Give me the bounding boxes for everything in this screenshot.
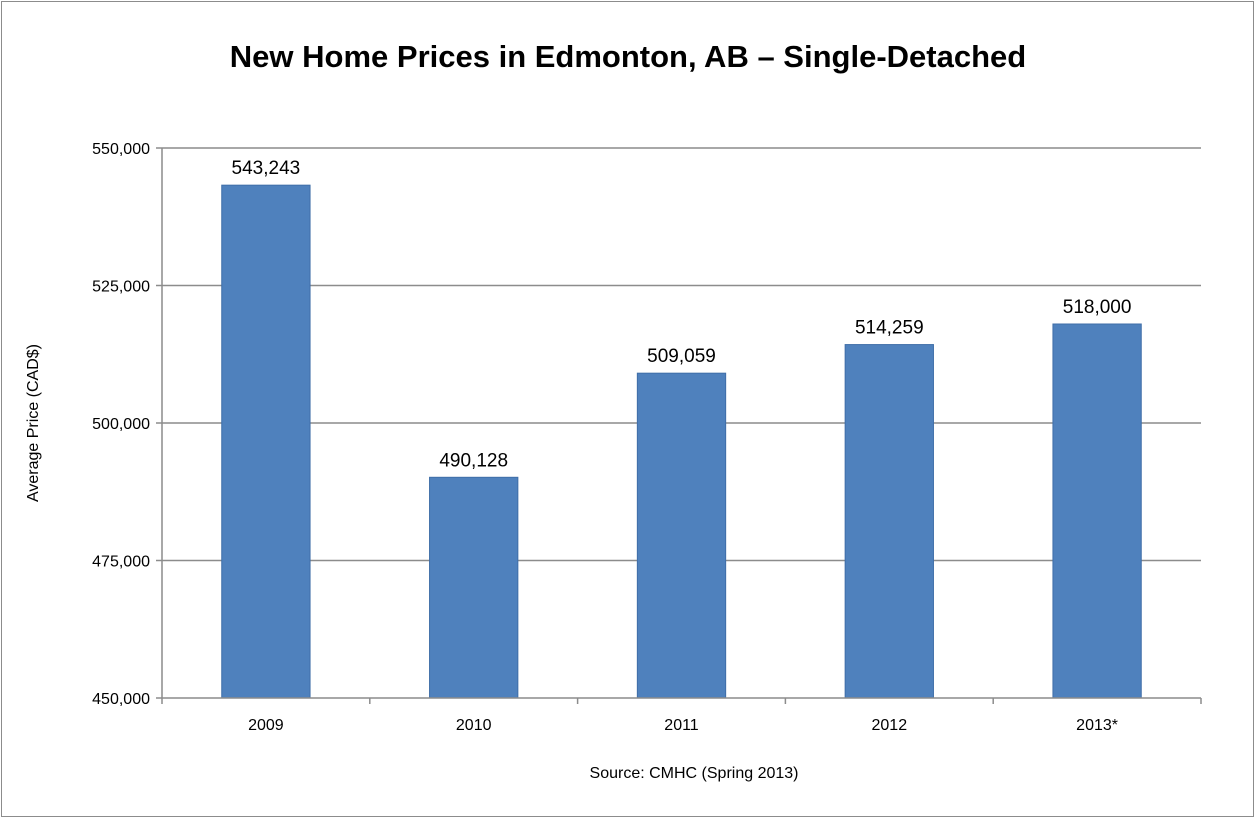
labels: 450,000 475,000 500,000 525,000 550,000 543,2… [92, 141, 1131, 734]
y-tick-label: 450,000 [92, 691, 150, 708]
bar [1052, 323, 1142, 699]
bar [636, 372, 727, 699]
y-tick-label: 475,000 [92, 554, 150, 571]
x-axis-title: Source: CMHC (Spring 2013) [590, 765, 799, 782]
x-tick-label: 2010 [456, 717, 492, 734]
bars [221, 184, 1142, 699]
bar [221, 184, 311, 699]
y-axis-title: Average Price (CAD$) [25, 344, 42, 502]
axes [156, 147, 1202, 704]
x-tick-label: 2009 [248, 717, 284, 734]
data-label: 509,059 [647, 346, 716, 367]
y-tick-label: 525,000 [92, 279, 150, 296]
data-label: 518,000 [1063, 297, 1132, 318]
data-label: 514,259 [855, 318, 924, 339]
chart-title: New Home Prices in Edmonton, AB – Single… [230, 39, 1026, 74]
bar [844, 344, 934, 699]
y-tick-label: 550,000 [92, 141, 150, 158]
x-tick-label: 2011 [664, 717, 699, 734]
bar [429, 476, 519, 699]
data-label: 543,243 [232, 158, 301, 179]
x-tick-label: 2013* [1076, 717, 1118, 734]
data-label: 490,128 [439, 450, 508, 471]
x-tick-label: 2012 [872, 717, 908, 734]
y-tick-label: 500,000 [92, 416, 150, 433]
